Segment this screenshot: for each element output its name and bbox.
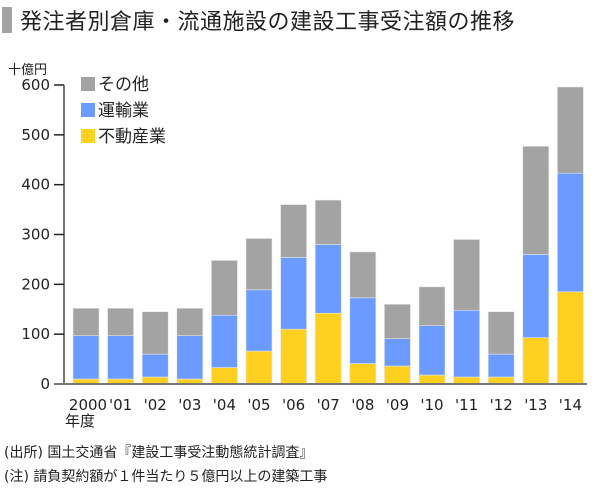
bar-segment-その他-'07	[314, 199, 342, 245]
bar-segment-その他-'01	[107, 307, 134, 336]
stacked-bar-chart: 十億円 0 100 200 300 400 500 600 2000'01 '02 '03 '04 '0…	[8, 62, 587, 430]
bar-segment-その他-'10	[418, 286, 446, 326]
footer-note: (注) 請負契約額が１件当たり５億円以上の建築工事	[4, 469, 328, 485]
bar-segment-その他-'11	[453, 239, 480, 311]
x-tick-label: '04	[213, 396, 236, 414]
bar-segment-その他-'09	[384, 303, 411, 339]
x-tick-label: '11	[455, 396, 478, 414]
bar-segment-不動産業-'11	[453, 376, 480, 385]
bar-segment-その他-'08	[349, 251, 377, 299]
x-tick-label: '12	[490, 396, 513, 414]
bar-segment-運輸業-'02	[141, 353, 169, 378]
bar-segment-その他-'06	[280, 204, 307, 258]
x-tick-label: '07	[317, 396, 340, 414]
bar-segment-運輸業-'11	[453, 309, 480, 378]
y-tick-label: 100	[21, 325, 50, 343]
bar-segment-不動産業-'04	[211, 367, 238, 385]
bar-segment-不動産業-'05	[245, 350, 273, 385]
bar-segment-その他-2000	[72, 307, 100, 336]
y-tick-label: 400	[21, 176, 50, 194]
bar-segment-不動産業-'09	[384, 365, 411, 385]
x-axis-sublabel: 年度	[65, 412, 95, 430]
y-tick-label: 500	[21, 126, 50, 144]
bar-segment-不動産業-'07	[314, 312, 342, 385]
bar-segment-不動産業-'13	[522, 337, 550, 385]
bar-segment-運輸業-'12	[487, 353, 515, 378]
x-tick-label: '01	[109, 396, 132, 414]
y-tick-label: 200	[21, 275, 50, 293]
bar-segment-運輸業-'10	[418, 325, 446, 376]
bar-segment-運輸業-'13	[522, 254, 550, 338]
bar-segment-不動産業-'14	[557, 291, 584, 385]
legend-swatch-その他	[81, 77, 95, 91]
x-tick-label: '08	[351, 396, 374, 414]
bar-segment-その他-'03	[176, 307, 204, 336]
x-tick-label: '02	[144, 396, 167, 414]
legend-swatch-不動産業	[81, 129, 95, 143]
chart-title: 発注者別倉庫・流通施設の建設工事受注額の推移	[20, 10, 516, 35]
bar-segment-運輸業-'08	[349, 297, 377, 364]
bar-segment-運輸業-'14	[557, 172, 584, 293]
bar-segment-不動産業-'02	[141, 376, 169, 385]
bar-segment-運輸業-'05	[245, 289, 273, 352]
bar-segment-不動産業-'06	[280, 328, 307, 385]
x-tick-label: '03	[178, 396, 201, 414]
y-tick-label: 0	[40, 375, 50, 393]
bar-segment-運輸業-'07	[314, 244, 342, 314]
bar-segment-その他-'14	[557, 86, 584, 174]
bar-segment-運輸業-'06	[280, 257, 307, 330]
x-tick-label: '10	[420, 396, 443, 414]
bar-segment-不動産業-'12	[487, 376, 515, 385]
legend-swatch-運輸業	[81, 103, 95, 117]
bar-segment-不動産業-'10	[418, 374, 446, 385]
bar-segment-その他-'05	[245, 238, 273, 291]
x-tick-label: 2000	[69, 396, 107, 414]
x-tick-label: '14	[559, 396, 582, 414]
bar-segment-運輸業-'01	[107, 335, 134, 380]
x-tick-label: '13	[524, 396, 547, 414]
x-tick-label: '09	[386, 396, 409, 414]
legend-label-その他: その他	[98, 75, 149, 95]
x-tick-label: '06	[282, 396, 305, 414]
bar-segment-運輸業-'03	[176, 335, 204, 380]
bar-segment-運輸業-'09	[384, 338, 411, 367]
y-tick-label: 600	[21, 76, 50, 94]
footer-source: (出所) 国土交通省『建設工事受注動態統計調査』	[4, 445, 314, 461]
legend-label-不動産業: 不動産業	[98, 127, 166, 147]
bar-segment-その他-'12	[487, 311, 515, 355]
bar-segment-不動産業-'08	[349, 363, 377, 385]
y-tick-label: 300	[21, 226, 50, 244]
title-marker	[2, 7, 12, 33]
bar-segment-その他-'02	[141, 311, 169, 355]
x-tick-label: '05	[247, 396, 270, 414]
bar-segment-その他-'04	[211, 260, 238, 316]
y-axis-unit: 十億円	[8, 62, 47, 78]
bar-segment-運輸業-'04	[211, 314, 238, 368]
legend-label-運輸業: 運輸業	[98, 101, 149, 121]
bar-segment-運輸業-2000	[72, 335, 100, 380]
bar-segment-その他-'13	[522, 145, 550, 255]
chart-title-wrap: 発注者別倉庫・流通施設の建設工事受注額の推移	[0, 4, 515, 36]
